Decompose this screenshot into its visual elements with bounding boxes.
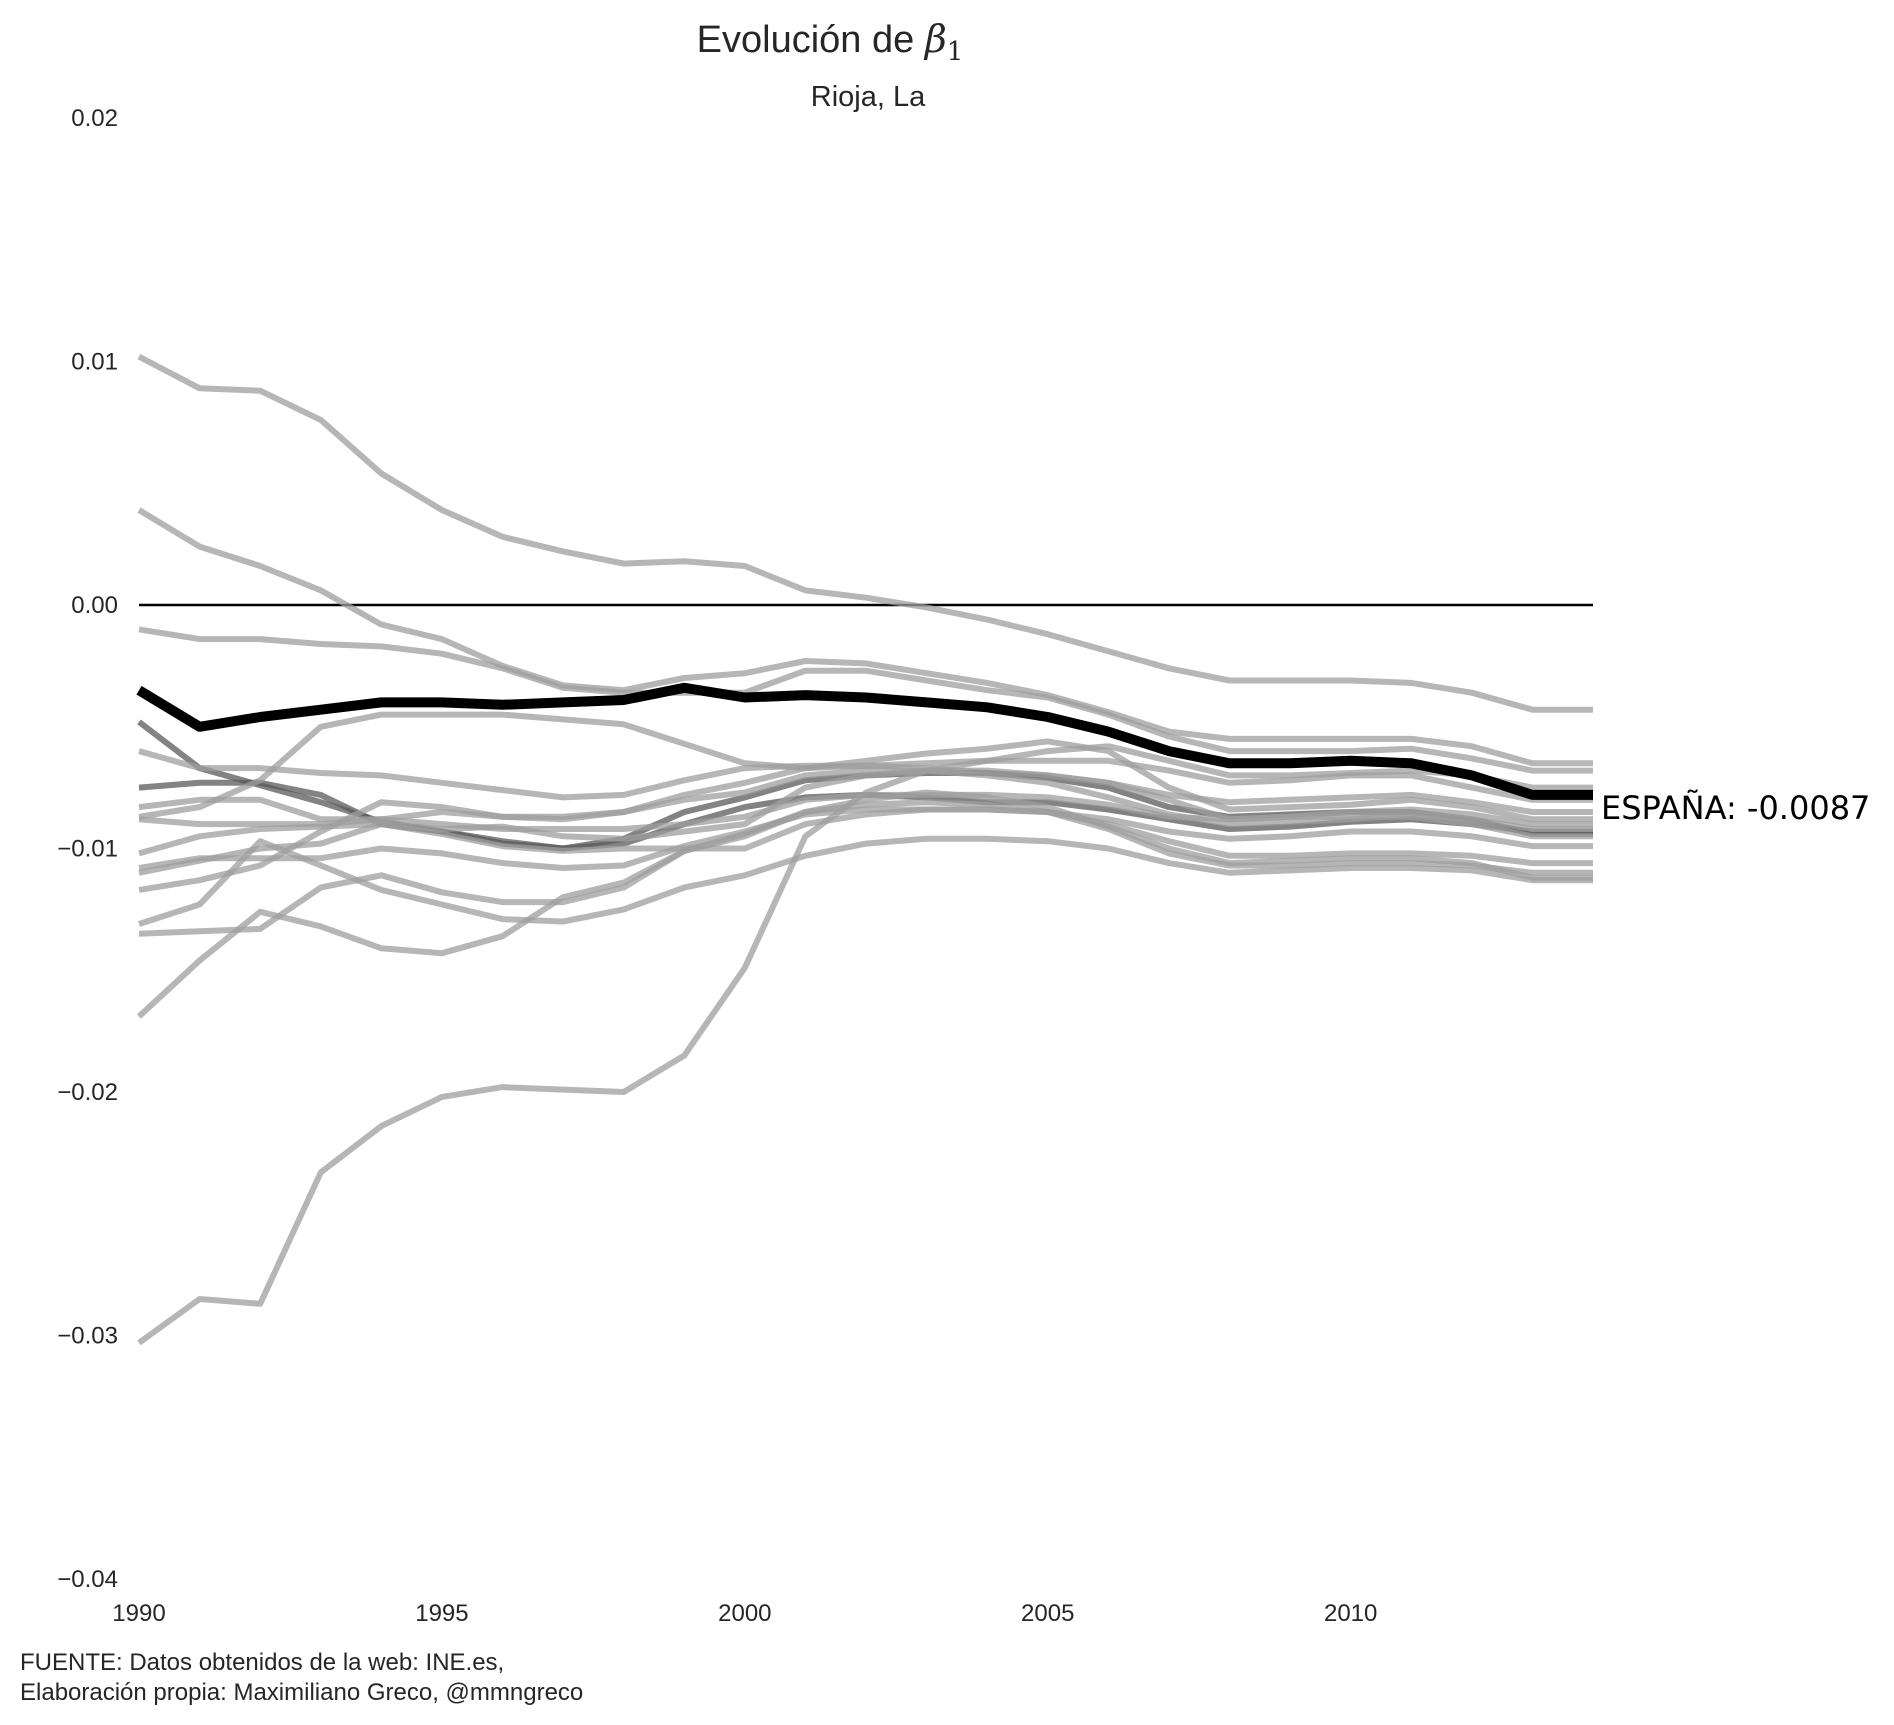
highlight-layer	[136, 682, 1593, 800]
region-series-line	[138, 738, 1593, 893]
y-tick-label: 0.00	[71, 592, 118, 619]
espana-annotation: ESPAÑA: -0.0087	[1601, 789, 1870, 827]
x-tick-label: 1990	[112, 1600, 165, 1627]
x-tick-label: 2000	[718, 1600, 771, 1627]
region-series-line	[138, 806, 1593, 876]
region-series-line	[138, 799, 1593, 937]
footer-source-line: FUENTE: Datos obtenidos de la web: INE.e…	[20, 1649, 505, 1676]
region-series-line	[137, 353, 1593, 713]
chart-title: Evolución de β1	[697, 17, 964, 67]
x-tick-label: 1995	[415, 1600, 468, 1627]
y-tick-label: −0.02	[57, 1079, 118, 1106]
series-layer	[136, 353, 1593, 1346]
x-axis-ticks: 1990 1995 2000 2005 2010	[112, 1600, 1377, 1627]
region-series-line	[138, 806, 1593, 871]
footer-credit-line: Elaboración propia: Maximiliano Greco, @…	[20, 1679, 584, 1706]
region-series-line	[138, 835, 1593, 927]
espana-series-line	[136, 682, 1593, 800]
region-series-line	[137, 743, 1593, 1346]
region-series-line	[136, 789, 1593, 1019]
x-tick-label: 2010	[1324, 1600, 1377, 1627]
region-series-line	[138, 626, 1593, 774]
chart-subtitle: Rioja, La	[811, 81, 926, 113]
y-tick-label: 0.02	[71, 105, 118, 132]
source-footer: FUENTE: Datos obtenidos de la web: INE.e…	[20, 1648, 583, 1708]
y-tick-label: −0.04	[57, 1566, 118, 1593]
y-tick-label: −0.01	[57, 836, 118, 863]
y-tick-label: −0.03	[57, 1323, 118, 1350]
y-tick-label: 0.01	[71, 349, 118, 376]
x-tick-label: 2005	[1021, 1600, 1074, 1627]
region-series-line	[137, 507, 1593, 767]
y-axis-ticks: 0.02 0.01 0.00 −0.01 −0.02 −0.03 −0.04	[57, 105, 118, 1593]
